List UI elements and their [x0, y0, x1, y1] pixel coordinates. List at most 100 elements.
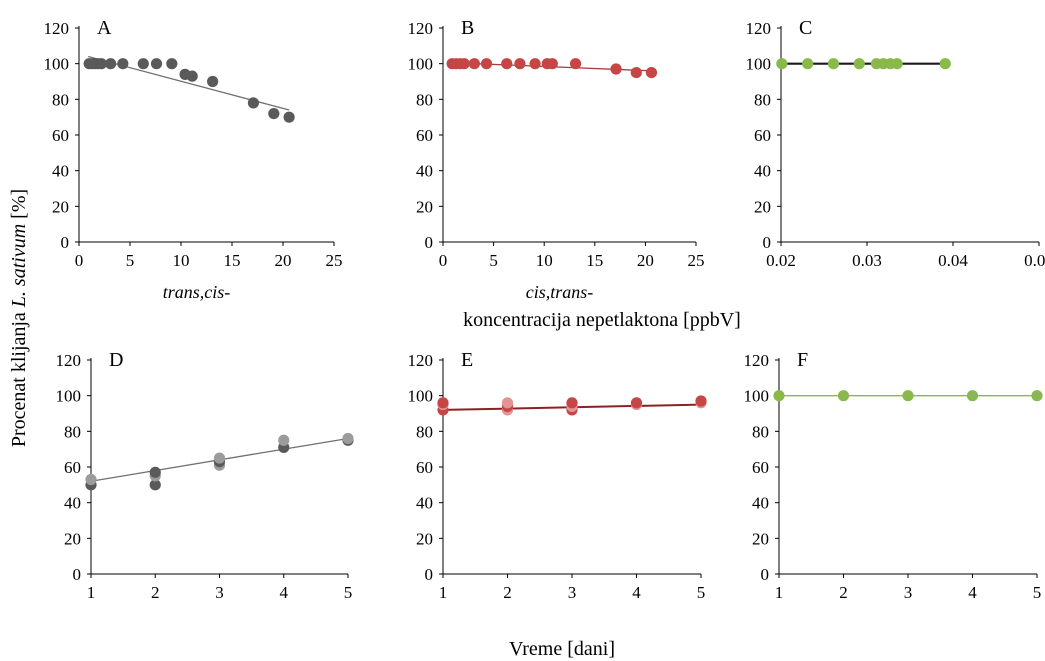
- y-tick-label: 0: [61, 233, 70, 252]
- data-point: [480, 58, 493, 70]
- data-point: [891, 58, 903, 70]
- y-tick-label: 60: [52, 126, 69, 145]
- panel-label: E: [461, 349, 473, 371]
- data-point: [939, 58, 951, 70]
- y-tick-label: 40: [416, 162, 433, 181]
- y-tick-label: 80: [416, 90, 433, 109]
- x-tick-label: 25: [326, 251, 343, 270]
- y-tick-label: 100: [746, 55, 772, 74]
- x-tick-label: 4: [280, 583, 289, 602]
- y-tick-label: 80: [754, 90, 771, 109]
- data-point: [529, 58, 541, 70]
- x-axis-label-concentration: koncentracija nepetlaktona [ppbV]: [463, 309, 741, 331]
- data-point: [247, 97, 260, 109]
- data-point: [117, 58, 129, 70]
- data-point: [776, 58, 788, 70]
- data-point: [149, 466, 161, 478]
- x-tick-label: 10: [536, 251, 553, 270]
- y-tick-label: 0: [761, 565, 770, 584]
- data-point: [827, 58, 840, 70]
- x-tick-label: 15: [586, 251, 603, 270]
- data-point: [283, 111, 295, 123]
- y-tick-label: 80: [416, 422, 433, 441]
- data-point: [837, 390, 850, 402]
- y-tick-label: 0: [73, 565, 82, 584]
- y-tick-label: 20: [64, 529, 81, 548]
- data-point: [610, 63, 622, 75]
- data-point: [278, 434, 290, 446]
- y-tick-label: 80: [752, 422, 769, 441]
- panel-label: D: [109, 349, 123, 371]
- data-point: [773, 390, 785, 402]
- x-tick-label: 5: [697, 583, 706, 602]
- data-point: [150, 58, 163, 70]
- y-tick-label: 100: [56, 387, 82, 406]
- y-tick-label: 40: [752, 494, 769, 513]
- y-tick-label: 20: [754, 197, 771, 216]
- data-point: [566, 397, 578, 409]
- data-point: [501, 397, 514, 409]
- data-point: [630, 397, 643, 409]
- y-tick-label: 0: [425, 233, 434, 252]
- y-tick-label: 40: [64, 494, 81, 513]
- data-point: [342, 432, 354, 445]
- x-tick-label: 0.04: [938, 251, 968, 270]
- y-tick-label: 120: [408, 19, 434, 38]
- data-point: [902, 390, 914, 402]
- x-tick-label: 5: [489, 251, 498, 270]
- data-point: [149, 479, 161, 491]
- panel-label: F: [797, 349, 808, 371]
- panel-label: C: [799, 17, 812, 39]
- data-point: [458, 58, 470, 70]
- x-tick-label: 1: [775, 583, 784, 602]
- x-tick-label: 15: [224, 251, 241, 270]
- y-tick-label: 120: [44, 19, 70, 38]
- data-point: [137, 58, 149, 70]
- x-tick-label: 2: [151, 583, 160, 602]
- panel-e: 0 20 40 60 80 100 120 1 2 3 4 5 E: [408, 349, 707, 602]
- data-point: [1031, 390, 1043, 402]
- y-tick-label: 120: [744, 351, 770, 370]
- panel-d: 0 20 40 60 80 100 120 1 2 3 4 5 D: [56, 349, 354, 602]
- x-tick-label: 20: [637, 251, 654, 270]
- y-tick-label: 120: [408, 351, 434, 370]
- y-tick-label: 100: [744, 387, 770, 406]
- data-point: [569, 58, 582, 70]
- y-tick-label: 40: [52, 162, 69, 181]
- x-tick-label: 1: [87, 583, 96, 602]
- x-tick-label: 5: [126, 251, 135, 270]
- x-axis-label-time: Vreme [dani]: [509, 638, 615, 660]
- data-point: [95, 58, 108, 70]
- x-tick-label: 5: [1033, 583, 1042, 602]
- data-point: [468, 58, 480, 70]
- data-point: [630, 66, 642, 79]
- data-point: [501, 58, 513, 70]
- data-point: [213, 452, 226, 464]
- y-axis-label: Procenat klijanja L. sativum [%]: [8, 189, 30, 447]
- data-point: [546, 58, 558, 70]
- x-tick-label: 2: [839, 583, 848, 602]
- x-tick-label: 3: [904, 583, 913, 602]
- y-tick-label: 100: [408, 55, 434, 74]
- data-point: [85, 473, 97, 486]
- y-tick-label: 80: [64, 422, 81, 441]
- y-tick-label: 20: [752, 529, 769, 548]
- y-tick-label: 100: [408, 387, 434, 406]
- x-tick-label: 0.02: [766, 251, 796, 270]
- panel-f: 0 20 40 60 80 100 120 1 2 3 4 5 F: [744, 349, 1043, 602]
- data-point: [695, 395, 707, 407]
- data-point: [207, 75, 219, 88]
- y-tick-label: 60: [754, 126, 771, 145]
- x-tick-label: 3: [215, 583, 224, 602]
- y-tick-label: 20: [416, 197, 433, 216]
- x-tick-label: 3: [568, 583, 577, 602]
- y-tick-label: 0: [425, 565, 434, 584]
- x-tick-label: 0: [75, 251, 84, 270]
- x-tick-label: 0.03: [852, 251, 882, 270]
- y-tick-label: 120: [746, 19, 772, 38]
- data-point: [853, 58, 865, 70]
- y-tick-label: 0: [763, 233, 772, 252]
- x-tick-label: 1: [439, 583, 448, 602]
